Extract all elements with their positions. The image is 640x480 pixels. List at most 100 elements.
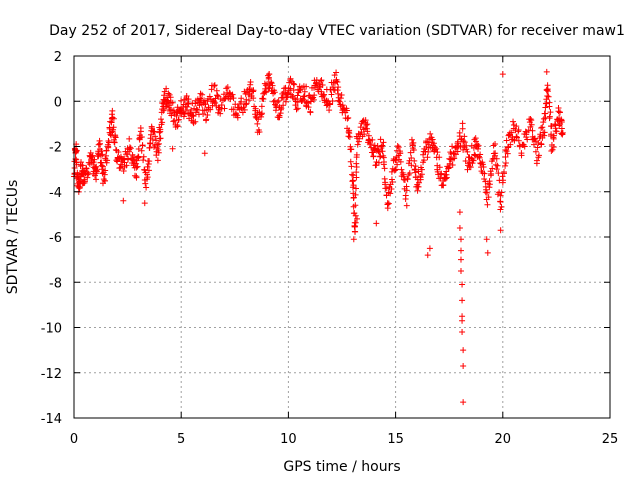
data-point [384, 205, 391, 212]
data-point [457, 247, 464, 254]
data-point [84, 174, 91, 181]
data-point [321, 91, 328, 98]
y-tick-label: -2 [49, 141, 62, 156]
data-point [174, 122, 181, 129]
data-point [169, 99, 176, 106]
data-point [329, 97, 336, 104]
data-point [373, 220, 380, 227]
data-point [153, 137, 160, 144]
data-point [460, 146, 467, 153]
data-point [175, 117, 182, 124]
data-point [397, 158, 404, 165]
data-point [259, 95, 266, 102]
data-point [363, 121, 370, 128]
data-point [486, 181, 493, 188]
data-point [484, 201, 491, 208]
data-point [542, 110, 549, 117]
data-point [433, 145, 440, 152]
data-point [497, 192, 504, 199]
data-point [292, 102, 299, 109]
data-point [535, 152, 542, 159]
data-point [307, 109, 314, 116]
data-point [417, 176, 424, 183]
data-point [558, 118, 565, 125]
data-point [429, 136, 436, 143]
data-point [414, 187, 421, 194]
data-point [327, 101, 334, 108]
data-point [278, 105, 285, 112]
data-point [527, 115, 534, 122]
data-point [480, 164, 487, 171]
data-point [352, 191, 359, 198]
data-point [446, 160, 453, 167]
data-point [489, 165, 496, 172]
data-point [492, 150, 499, 157]
data-point [362, 117, 369, 124]
data-point [454, 148, 461, 155]
data-point [300, 93, 307, 100]
data-point [442, 175, 449, 182]
data-point [351, 210, 358, 217]
data-point [274, 99, 281, 106]
data-point [544, 82, 551, 89]
data-point [299, 97, 306, 104]
data-point [545, 88, 551, 95]
data-point [384, 200, 391, 207]
data-point [404, 176, 411, 183]
data-point [546, 113, 553, 120]
data-point [408, 136, 415, 143]
data-point [263, 89, 270, 96]
data-point [293, 106, 300, 113]
data-point [392, 166, 399, 173]
data-point [541, 129, 548, 136]
data-point [258, 111, 265, 118]
data-point [303, 83, 310, 90]
data-point [353, 151, 360, 158]
data-point [350, 236, 357, 243]
data-point [558, 125, 565, 132]
data-point [305, 104, 312, 111]
data-point [394, 161, 401, 168]
data-point [521, 143, 528, 150]
data-point [134, 163, 141, 170]
data-point [410, 146, 417, 153]
data-point [477, 151, 484, 158]
data-point [538, 141, 545, 148]
data-point [550, 143, 557, 150]
data-point [245, 97, 252, 104]
data-point [99, 163, 106, 170]
data-point [445, 164, 452, 171]
data-point [183, 92, 190, 99]
data-point [143, 184, 150, 191]
data-point [344, 115, 351, 122]
data-point [436, 164, 443, 171]
data-point [202, 101, 209, 108]
data-point [328, 91, 335, 98]
data-point [542, 104, 549, 111]
data-point [243, 100, 250, 107]
data-point [420, 157, 427, 164]
y-tick-label: -6 [49, 231, 62, 246]
data-point [103, 147, 110, 154]
x-tick-label: 10 [280, 432, 297, 447]
data-point [497, 198, 504, 205]
x-tick-label: 0 [70, 432, 78, 447]
data-point [377, 136, 384, 143]
data-point [165, 98, 172, 105]
data-point [102, 177, 109, 184]
data-point [164, 97, 171, 104]
data-point [318, 77, 325, 84]
data-point [440, 182, 447, 189]
data-point [91, 156, 98, 163]
data-point [135, 154, 142, 161]
data-point [378, 145, 385, 152]
data-point [545, 93, 552, 100]
data-point [402, 195, 409, 202]
data-point [352, 202, 359, 209]
data-point [224, 84, 231, 91]
data-point [380, 139, 387, 146]
data-point [497, 206, 504, 213]
data-point [156, 129, 163, 136]
data-point [479, 161, 486, 168]
data-point [484, 189, 491, 196]
